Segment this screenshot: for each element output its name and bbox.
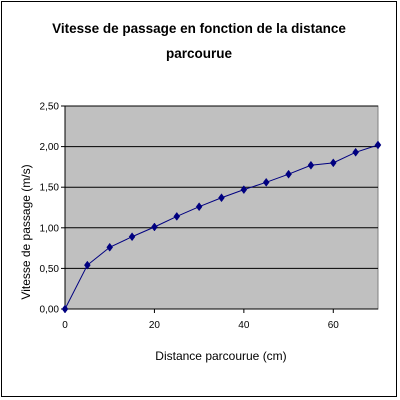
plot-area [64, 105, 379, 310]
x-tick-label: 20 [149, 320, 161, 331]
x-tick-label: 60 [328, 320, 340, 331]
y-tick-labels: 0,00 0,50 1,00 1,50 2,00 2,50 [40, 102, 60, 316]
data-point [173, 212, 181, 221]
gridlines [65, 105, 378, 269]
data-point [374, 140, 382, 150]
x-tick-labels: 0 20 40 60 [62, 320, 339, 331]
data-point [128, 232, 136, 242]
data-point [61, 304, 69, 314]
data-point [218, 193, 225, 203]
axes [61, 105, 378, 313]
x-axis-label: Distance parcourue (cm) [155, 349, 286, 363]
y-tick-label: 0,50 [40, 264, 60, 275]
data-point [240, 185, 248, 195]
y-tick-label: 2,50 [40, 102, 60, 113]
data-point [106, 242, 114, 252]
y-tick-label: 0,00 [40, 305, 60, 316]
data-point [307, 160, 315, 170]
y-tick-label: 1,50 [40, 183, 60, 194]
data-point [151, 222, 158, 232]
x-tick-label: 40 [238, 320, 250, 331]
y-axis-label: Vitesse de passage (m/s) [19, 164, 33, 299]
y-tick-label: 2,00 [40, 142, 60, 153]
data-point [84, 260, 91, 270]
data-point [329, 158, 337, 168]
chart-title-line1: Vitesse de passage en fonction de la dis… [52, 21, 346, 36]
data-point [262, 177, 270, 187]
data-point [285, 169, 292, 179]
y-tick-label: 1,00 [40, 223, 60, 234]
data-point [352, 147, 359, 157]
data-point [195, 202, 203, 212]
data-markers [61, 140, 382, 314]
x-tick-label: 0 [62, 320, 68, 331]
chart-title-line2: parcourue [166, 46, 233, 61]
